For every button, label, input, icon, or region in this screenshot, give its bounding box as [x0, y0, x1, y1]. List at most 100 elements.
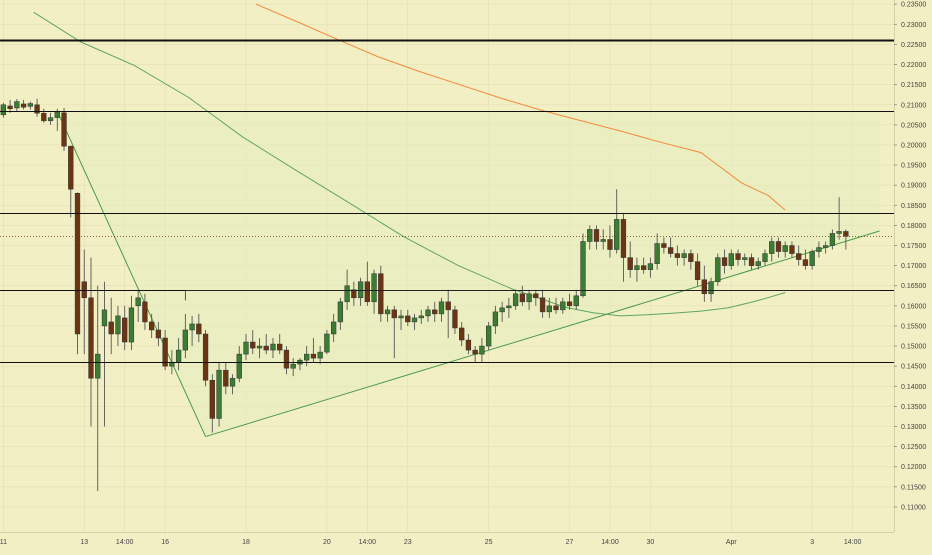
candle-body-up [573, 295, 579, 307]
candle-body-down [701, 279, 707, 295]
price-tick-label: 0.18000 [901, 223, 926, 230]
candle [681, 249, 687, 266]
candle-body-down [445, 301, 451, 311]
candle [762, 249, 768, 266]
candle [68, 145, 74, 218]
price-tick-label: 0.22500 [901, 42, 926, 49]
candle-body-up [101, 309, 108, 327]
time-tick-label: 3 [810, 539, 814, 546]
price-tick-label: 0.13500 [901, 404, 926, 411]
candle-body-down [34, 104, 40, 114]
candle [823, 241, 829, 254]
candle [344, 269, 350, 310]
candle-body-up [54, 111, 60, 118]
price-tick-label: 0.18500 [901, 203, 926, 210]
candle-body-down [748, 257, 755, 266]
candle-body-down [364, 281, 370, 303]
candle [614, 189, 620, 254]
candle [357, 277, 364, 306]
candle [512, 289, 519, 310]
candle-body-up [755, 261, 761, 266]
candle [506, 297, 512, 318]
candle [162, 329, 168, 371]
candle-body-down [775, 241, 782, 252]
candle [486, 321, 492, 351]
candle [34, 98, 40, 117]
candle [546, 297, 552, 318]
candle-body-down [432, 309, 438, 315]
candle-body-up [512, 293, 519, 307]
price-tick-label: 0.14000 [901, 384, 926, 391]
candle [149, 313, 155, 339]
candle [654, 233, 660, 270]
candle [27, 101, 33, 110]
candle-body-up [135, 297, 141, 307]
candle [789, 241, 795, 258]
candle [81, 249, 87, 355]
candle [688, 249, 694, 270]
candle-body-up [492, 311, 499, 327]
triangle-pattern-fill [57, 111, 880, 437]
price-axis[interactable]: 0.11000 0.11500 0.12000 0.12500 0.13000 0.135… [894, 0, 932, 532]
candle [472, 346, 478, 363]
candle [155, 321, 162, 347]
candle-body-up [189, 323, 195, 331]
candle-body-up [425, 309, 431, 317]
time-tick-label: 27 [566, 539, 574, 546]
candle [539, 289, 546, 318]
candle-body-up [587, 229, 593, 242]
candle [627, 241, 633, 278]
candle [553, 297, 559, 314]
candle-body-up [330, 321, 337, 335]
price-tick-label: 0.22000 [901, 62, 926, 69]
candle [492, 305, 499, 334]
candle-body-down [796, 253, 802, 260]
candle [721, 249, 728, 274]
candle [47, 112, 54, 125]
candle [620, 213, 627, 282]
candle [748, 253, 755, 270]
candle [351, 281, 357, 306]
candle-body-up [182, 329, 188, 351]
candle-body-down [142, 301, 148, 323]
drawings [56, 111, 880, 438]
candle-body-down [196, 323, 202, 335]
candle-body-up [270, 343, 276, 351]
candle-body-up [0, 104, 7, 116]
candle-body-up [371, 273, 377, 303]
candle-body-up [175, 349, 182, 363]
candle [661, 237, 667, 254]
candle [61, 107, 67, 152]
candle-body-up [229, 377, 236, 387]
candle-body-down [162, 337, 168, 367]
price-tick-label: 0.13000 [901, 424, 926, 431]
price-axis-background [894, 0, 932, 532]
time-axis[interactable]: 11 13 14:00 16 18 20 14:00 23 25 27 14:00 30 Apr 3 14:… [0, 532, 932, 550]
candle-body-down [405, 315, 411, 323]
candle-body-up [398, 315, 404, 319]
candle [384, 305, 391, 322]
candle [728, 249, 734, 270]
candle [843, 229, 849, 250]
candle-body-down [843, 231, 849, 237]
candle-body-up [728, 253, 734, 266]
time-tick-label: 23 [404, 539, 412, 546]
candle [566, 293, 573, 310]
candle-body-down [472, 349, 478, 355]
candle [135, 289, 141, 322]
candle [277, 333, 283, 355]
candle [270, 338, 276, 359]
candle-body-up [479, 345, 485, 355]
candle [782, 241, 788, 258]
candle-body-down [61, 112, 67, 147]
candle [708, 277, 714, 302]
candle-body-up [526, 293, 532, 303]
candle-body-down [41, 112, 47, 122]
candle-body-down [202, 333, 209, 381]
candle [438, 297, 445, 322]
price-tick-label: 0.17500 [901, 243, 926, 250]
candle-body-up [823, 245, 829, 248]
candle [398, 309, 404, 330]
